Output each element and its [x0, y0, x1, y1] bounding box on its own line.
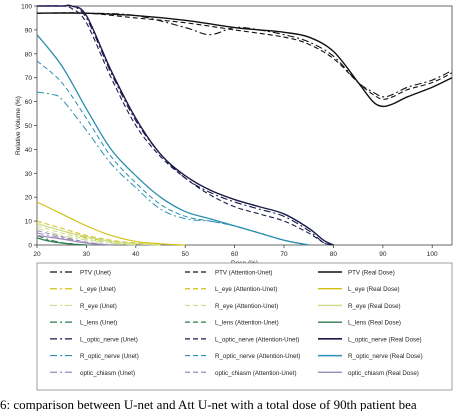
series-line-20 [36, 234, 112, 246]
legend-label: L_optic_nerve (Real Dose) [348, 336, 422, 343]
legend-label: R_optic_nerve (Real Dose) [348, 353, 423, 360]
legend-label: L_optic_nerve (Unet) [80, 336, 138, 343]
legend-label: L_eye (Attention-Unet) [215, 286, 277, 293]
y-tick-label: 70 [25, 75, 33, 82]
legend-label: R_eye (Attention-Unet) [215, 303, 278, 310]
series-line-4 [36, 220, 161, 246]
legend-label: R_eye (Real Dose) [348, 303, 401, 310]
legend-label: PTV (Real Dose) [348, 270, 395, 277]
series-line-8 [36, 222, 161, 246]
series-line-3 [36, 223, 161, 246]
series-line-17 [36, 34, 309, 246]
series-line-16 [36, 60, 309, 246]
y-tick-label: 100 [21, 4, 32, 11]
x-tick-label: 20 [33, 251, 41, 258]
x-tick-label: 70 [280, 251, 288, 258]
legend-label: L_lens (Real Dose) [348, 320, 401, 327]
legend-label: R_optic_nerve (Unet) [80, 353, 139, 360]
legend-label: L_lens (Attention-Unet) [215, 320, 279, 327]
x-tick-label: 90 [379, 251, 387, 258]
x-tick-label: 100 [427, 251, 438, 258]
series-line-13 [36, 5, 334, 246]
y-tick-label: 40 [25, 147, 33, 154]
legend-label: PTV (Unet) [80, 270, 111, 277]
legend-label: L_eye (Real Dose) [348, 286, 400, 293]
x-tick-label: 50 [182, 251, 190, 258]
x-tick-label: 80 [330, 251, 338, 258]
legend-box [36, 262, 453, 391]
y-tick-label: 80 [25, 51, 33, 58]
x-tick-label: 60 [231, 251, 239, 258]
series-line-7 [36, 225, 136, 246]
series-line-15 [36, 91, 309, 246]
y-tick-label: 60 [25, 99, 33, 106]
series-line-12 [36, 4, 334, 246]
legend-label: R_eye (Unet) [80, 303, 117, 310]
series-line-6 [36, 227, 136, 246]
figure-caption: 6: comparison between U-net and Att U-ne… [0, 397, 417, 411]
y-tick-label: 30 [25, 171, 33, 178]
legend-label: optic_chiasm (Unet) [80, 370, 135, 377]
y-axis-label: Relative Volume (%) [15, 96, 22, 155]
y-tick-label: 20 [25, 195, 33, 202]
series-line-2 [36, 12, 453, 108]
series-line-1 [36, 12, 453, 100]
y-tick-label: 50 [25, 123, 33, 130]
y-tick-label: 0 [28, 243, 32, 250]
y-tick-label: 10 [25, 219, 33, 226]
legend-label: optic_chiasm (Attention-Unet) [215, 370, 297, 377]
series-line-11 [36, 237, 87, 246]
legend-label: L_optic_nerve (Attention-Unet) [215, 336, 299, 343]
series-line-14 [36, 4, 334, 246]
y-tick-label: 90 [25, 27, 33, 34]
series-line-0 [36, 12, 453, 98]
legend-label: PTV (Attention-Unet) [215, 270, 272, 277]
x-tick-label: 30 [83, 251, 91, 258]
series-line-5 [36, 201, 186, 246]
legend-label: L_eye (Unet) [80, 286, 116, 293]
x-tick-label: 40 [132, 251, 140, 258]
legend-label: L_lens (Unet) [80, 320, 117, 327]
legend-label: R_optic_nerve (Attention-Unet) [215, 353, 300, 360]
legend-label: optic_chiasm (Real Dose) [348, 370, 419, 377]
